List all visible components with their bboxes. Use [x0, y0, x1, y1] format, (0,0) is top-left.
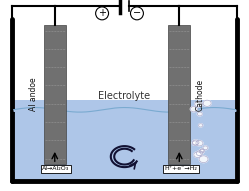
FancyBboxPatch shape	[168, 25, 190, 164]
Circle shape	[198, 124, 203, 127]
Circle shape	[195, 101, 202, 107]
Circle shape	[194, 152, 201, 158]
Circle shape	[197, 112, 202, 116]
Text: Al→Al₂O₃: Al→Al₂O₃	[42, 166, 70, 171]
Circle shape	[190, 106, 197, 112]
Circle shape	[196, 151, 203, 156]
Text: +: +	[98, 8, 106, 18]
Circle shape	[200, 149, 204, 152]
Circle shape	[192, 141, 198, 145]
Text: Al andoe: Al andoe	[29, 78, 38, 111]
Text: Electrolyte: Electrolyte	[98, 91, 151, 100]
FancyBboxPatch shape	[14, 100, 235, 180]
Circle shape	[192, 140, 199, 145]
Circle shape	[203, 146, 208, 150]
Text: Cathode: Cathode	[196, 79, 205, 111]
Text: H⁺+e⁻→H₂: H⁺+e⁻→H₂	[164, 166, 197, 171]
Circle shape	[203, 100, 211, 106]
Text: −: −	[133, 8, 141, 18]
Circle shape	[196, 141, 203, 146]
Circle shape	[199, 156, 208, 163]
FancyBboxPatch shape	[44, 25, 66, 164]
Circle shape	[199, 149, 204, 153]
